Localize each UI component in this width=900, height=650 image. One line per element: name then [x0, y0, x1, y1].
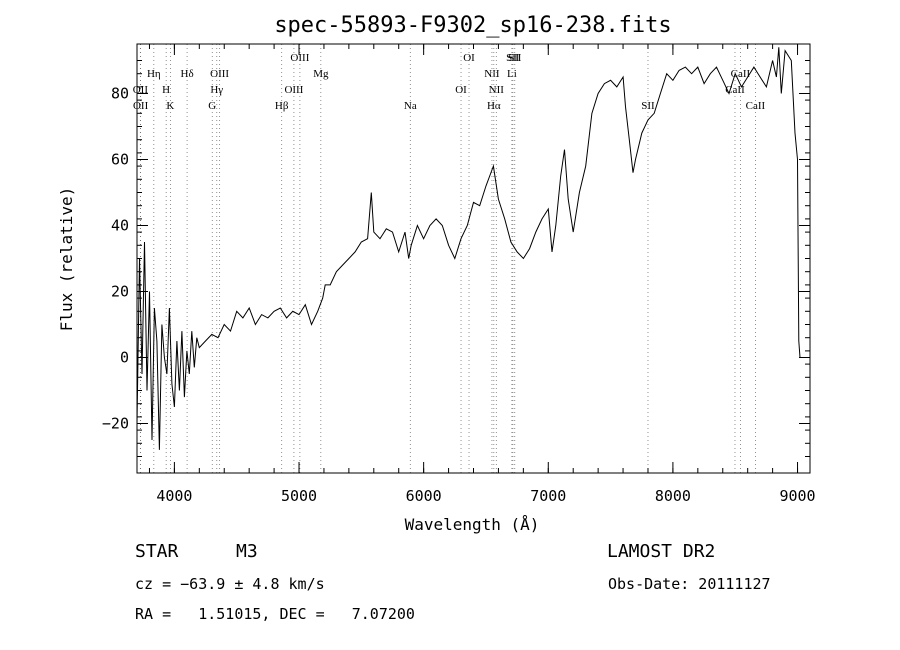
y-tick-label: 40 [111, 217, 129, 235]
spectral-line-label: Na [404, 100, 417, 112]
y-tick-label: −20 [102, 415, 129, 433]
spectral-line-label: CaII [746, 100, 766, 112]
spectral-line-label: SII [506, 52, 520, 64]
spectral-line-label: OII [133, 100, 149, 112]
spectral-line-label: Hη [147, 68, 161, 80]
spectral-line-label: OIII [290, 52, 309, 64]
y-tick-label: 0 [120, 349, 129, 367]
x-tick-label: 8000 [655, 487, 691, 505]
chart-title: spec-55893-F9302_sp16-238.fits [274, 13, 671, 38]
ra-dec: RA = 1.51015, DEC = 7.07200 [135, 605, 415, 623]
object-subclass: M3 [236, 541, 258, 562]
x-tick-label: 5000 [281, 487, 317, 505]
spectral-line-label: Li [507, 68, 517, 80]
x-axis-label: Wavelength (Å) [405, 515, 540, 534]
spectral-line-label: Hδ [181, 68, 194, 80]
spectral-line-label: Hβ [275, 100, 289, 112]
observation-date: Obs-Date: 20111127 [608, 575, 771, 593]
x-tick-label: 6000 [406, 487, 442, 505]
spectral-line-label: NII [484, 68, 500, 80]
y-tick-label: 80 [111, 85, 129, 103]
redshift-cz: cz = −63.9 ± 4.8 km/s [135, 575, 325, 593]
spectral-line-label: SII [508, 52, 522, 64]
axis-ticks: 4000 5000 6000 7000 8000 9000 −20 0 20 40 60 80 [102, 44, 816, 505]
survey-name: LAMOST DR2 [607, 541, 716, 562]
spectral-line-label: Hγ [210, 84, 223, 96]
plot-frame [136, 43, 811, 474]
spectrum-series-line [136, 47, 801, 450]
spectral-line-label: OI [455, 84, 467, 96]
spectral-line-label: OIII [284, 84, 303, 96]
y-axis-label: Flux (relative) [57, 187, 76, 332]
spectral-line-label: Hα [487, 100, 501, 112]
y-tick-label: 20 [111, 283, 129, 301]
spectral-line-label: CaII [731, 68, 751, 80]
x-tick-label: 4000 [156, 487, 192, 505]
spectral-line-label: SII [641, 100, 655, 112]
y-tick-label: 60 [111, 151, 129, 169]
spectral-line-label: OII [133, 84, 149, 96]
x-tick-label: 9000 [779, 487, 815, 505]
spectral-line-label: H [162, 84, 170, 96]
x-tick-label: 7000 [530, 487, 566, 505]
spectral-line-label: OI [463, 52, 475, 64]
object-class: STAR [135, 541, 179, 562]
spectral-line-label: Mg [313, 68, 329, 80]
spectral-line-label: G [208, 100, 216, 112]
spectral-line-label: OIII [210, 68, 229, 80]
spectral-line-label: NII [489, 84, 505, 96]
spectral-line-label: K [166, 100, 174, 112]
